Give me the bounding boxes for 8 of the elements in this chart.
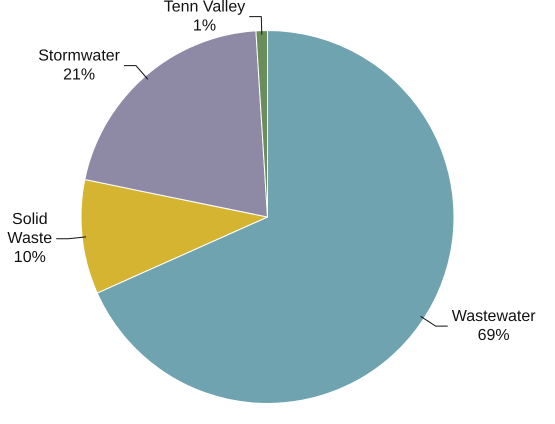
data-label: 1% xyxy=(192,18,216,35)
slice-label: Tenn Valley xyxy=(164,0,246,16)
data-label: 10% xyxy=(14,249,46,266)
slice-label: Wastewater xyxy=(452,308,536,326)
slice-label: Solid Waste xyxy=(7,211,52,248)
data-label: 21% xyxy=(63,66,96,84)
data-label: 69% xyxy=(478,327,510,344)
slice-label: Stormwater xyxy=(38,48,121,65)
